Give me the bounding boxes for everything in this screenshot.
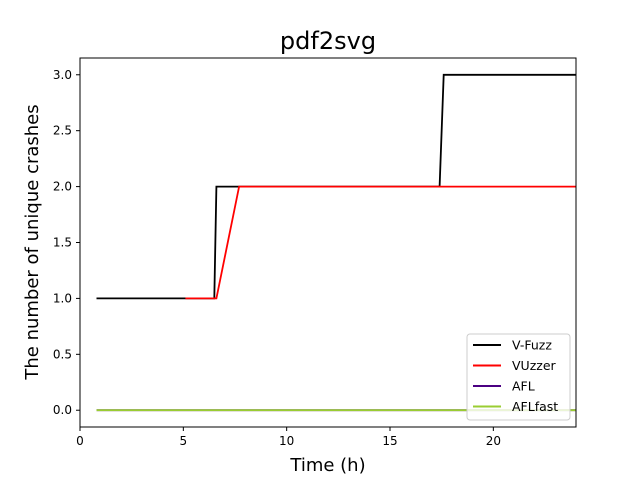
legend-label-v-fuzz: V-Fuzz <box>512 338 552 353</box>
y-tick-label: 3.0 <box>53 68 72 82</box>
y-tick-label: 2.5 <box>53 124 72 138</box>
x-axis-ticks: 0 5 10 15 20 <box>76 427 501 448</box>
x-tick-label: 20 <box>486 434 501 448</box>
legend-label-aflfast: AFLfast <box>512 399 558 414</box>
y-tick-label: 0.5 <box>53 347 72 361</box>
x-tick-label: 0 <box>76 434 84 448</box>
x-tick-label: 15 <box>382 434 397 448</box>
series-line-vuzzer <box>185 185 576 300</box>
y-tick-label: 1.0 <box>53 291 72 305</box>
legend: V-Fuzz VUzzer AFL AFLfast <box>466 333 571 421</box>
y-tick-label: 0.0 <box>53 403 72 417</box>
x-axis-label: Time (h) <box>289 455 365 476</box>
y-axis-label: The number of unique crashes <box>22 104 43 380</box>
y-axis-ticks: 0.0 0.5 1.0 1.5 2.0 2.5 3.0 <box>53 68 80 417</box>
legend-label-vuzzer: VUzzer <box>512 358 557 373</box>
y-tick-label: 2.0 <box>53 180 72 194</box>
legend-box <box>466 333 571 421</box>
y-tick-label: 1.5 <box>53 236 72 250</box>
chart-title: pdf2svg <box>280 27 376 55</box>
x-tick-label: 10 <box>279 434 294 448</box>
legend-label-afl: AFL <box>512 379 535 394</box>
x-tick-label: 5 <box>180 434 188 448</box>
